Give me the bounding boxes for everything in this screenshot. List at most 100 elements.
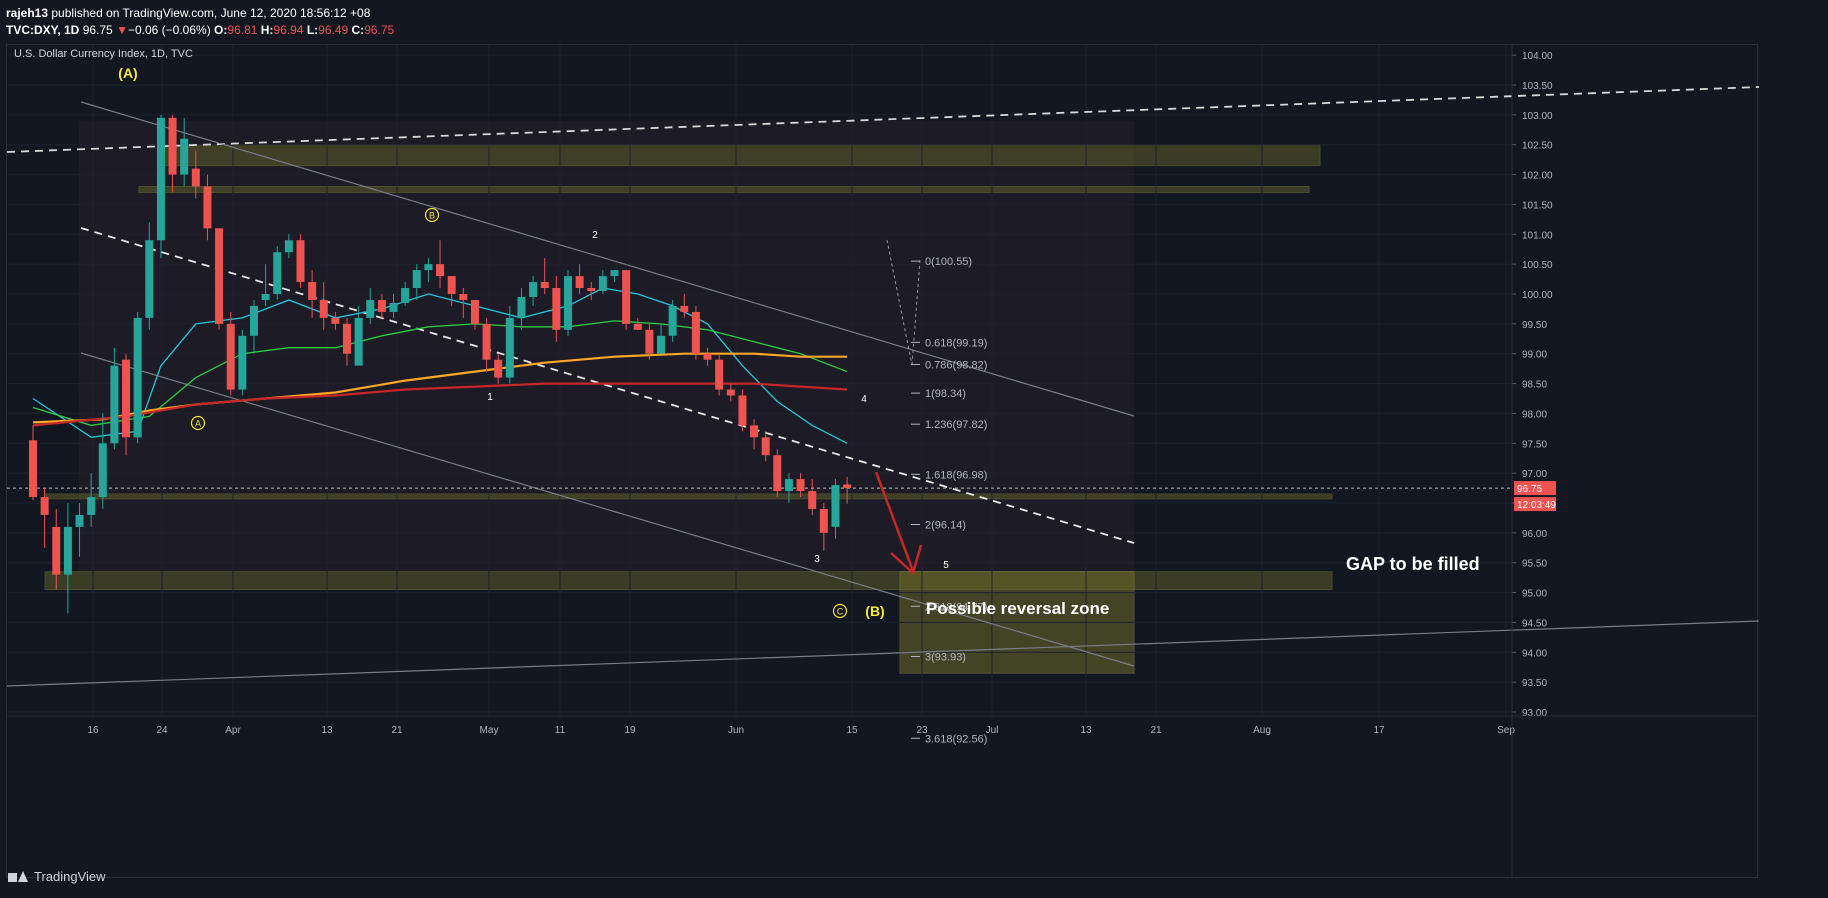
candle-body	[110, 365, 119, 444]
fib-level-label: 1.236(97.82)	[925, 419, 987, 431]
candle-body	[412, 270, 421, 289]
chart-title: U.S. Dollar Currency Index, 1D, TVC	[14, 48, 193, 60]
y-tick-label: 101.50	[1522, 200, 1553, 211]
candle-body	[680, 305, 689, 312]
candle-body	[180, 138, 189, 175]
candle-body	[436, 264, 445, 277]
wave-label-a-minor: A	[195, 419, 201, 429]
candle-body	[319, 299, 328, 318]
count-label-4: 4	[861, 394, 867, 405]
x-tick-label: Jun	[728, 725, 744, 736]
x-tick-label: 17	[1373, 725, 1385, 736]
candle-body	[738, 395, 747, 426]
y-tick-label: 99.50	[1522, 320, 1547, 331]
fib-level-label: 2.618(94.77)	[925, 601, 987, 613]
low-label: L:	[306, 23, 319, 37]
y-tick-label: 100.00	[1522, 290, 1553, 301]
high-value: 96.94	[273, 23, 304, 37]
channel-top-line	[80, 101, 1135, 417]
fib-level-label: 0.618(99.19)	[925, 337, 987, 349]
wave-circle	[424, 207, 440, 223]
down-arrow-icon	[890, 544, 923, 576]
candle-body	[249, 305, 258, 336]
y-tick-label: 102.00	[1522, 171, 1553, 182]
candle-body	[87, 497, 96, 515]
candle-body	[447, 276, 456, 294]
y-tick-label: 100.50	[1522, 260, 1553, 271]
candle-body	[168, 117, 177, 175]
gap-zone	[44, 571, 1333, 591]
chart-panel[interactable]: 0(100.55) 0.618(99.19) 0.786(98.82) 1(98.34…	[6, 44, 1759, 879]
moving-average-line	[32, 382, 848, 427]
candle-body	[633, 323, 642, 330]
down-arrow-icon: ▼	[116, 23, 128, 37]
fib-level-label: 3.618(92.56)	[925, 733, 987, 745]
pattern-box	[79, 120, 1134, 572]
candle-body	[29, 440, 37, 498]
candle-body	[354, 317, 363, 366]
candle-body	[226, 323, 235, 390]
candle-body	[726, 389, 735, 396]
y-tick-label: 101.00	[1522, 230, 1553, 241]
candle-body	[494, 359, 503, 378]
candle-body	[773, 455, 782, 492]
y-tick-label: 103.50	[1522, 81, 1553, 92]
candle-body	[273, 252, 282, 294]
x-tick-label: 11	[555, 725, 566, 736]
candle-body	[215, 228, 224, 324]
x-tick-label: 16	[87, 725, 99, 736]
x-tick-label: 24	[156, 725, 168, 736]
candle-body	[261, 294, 270, 300]
wave-label-b-minor: B	[429, 211, 435, 221]
y-tick-label: 102.50	[1522, 141, 1553, 152]
y-tick-label: 99.00	[1522, 350, 1547, 361]
candle-body	[75, 514, 84, 527]
candle-body	[133, 317, 142, 438]
symbol-label: TVC:DXY, 1D	[6, 23, 80, 37]
wave-label-a-major: (A)	[118, 65, 137, 81]
fib-level-label: 2(96.14)	[925, 519, 966, 531]
brand-name[interactable]: TradingView	[34, 869, 106, 884]
candle-body	[470, 299, 479, 324]
low-value: 96.49	[318, 23, 349, 37]
candle-body	[610, 270, 619, 277]
y-tick-label: 93.50	[1522, 678, 1547, 689]
high-label: H:	[260, 23, 274, 37]
candle-body	[482, 323, 491, 360]
x-tick-label: Jul	[986, 725, 999, 736]
candle-body	[308, 282, 317, 300]
price-change: −0.06 (−0.06%)	[127, 23, 211, 37]
candle-body	[377, 299, 386, 312]
publish-info: published on TradingView.com, June 12, 2…	[51, 6, 371, 20]
countdown-badge	[1514, 497, 1556, 512]
candle-body	[343, 323, 352, 354]
candle-body	[587, 288, 596, 292]
candle-body	[517, 296, 526, 318]
y-tick-label: 95.00	[1522, 589, 1547, 600]
moving-average-line	[32, 352, 848, 424]
candle-body	[843, 484, 852, 489]
wave-label-b-major: (B)	[865, 603, 884, 619]
price-chart[interactable]: 0(100.55) 0.618(99.19) 0.786(98.82) 1(98.34…	[7, 45, 1759, 879]
candle-body	[52, 526, 61, 575]
tradingview-logo-icon[interactable]	[8, 870, 28, 883]
candle-body	[691, 311, 700, 354]
x-tick-label: Aug	[1253, 725, 1271, 736]
candle-body	[657, 335, 666, 354]
candle-body	[238, 335, 247, 390]
moving-average-line	[32, 320, 848, 427]
author-name[interactable]: rajeh13	[6, 6, 49, 20]
x-tick-label: 21	[1150, 725, 1162, 736]
candle-body	[831, 485, 840, 527]
candle-body	[284, 240, 293, 253]
candle-body	[552, 288, 561, 330]
close-label: C:	[351, 23, 365, 37]
x-tick-label: 23	[916, 725, 928, 736]
y-tick-label: 94.50	[1522, 618, 1547, 629]
x-tick-label: 13	[321, 725, 333, 736]
candle-body	[540, 282, 549, 289]
candle-body	[63, 526, 72, 575]
y-tick-label: 98.50	[1522, 380, 1547, 391]
upper-zone-1	[164, 144, 1321, 167]
wave-circle	[190, 415, 206, 431]
